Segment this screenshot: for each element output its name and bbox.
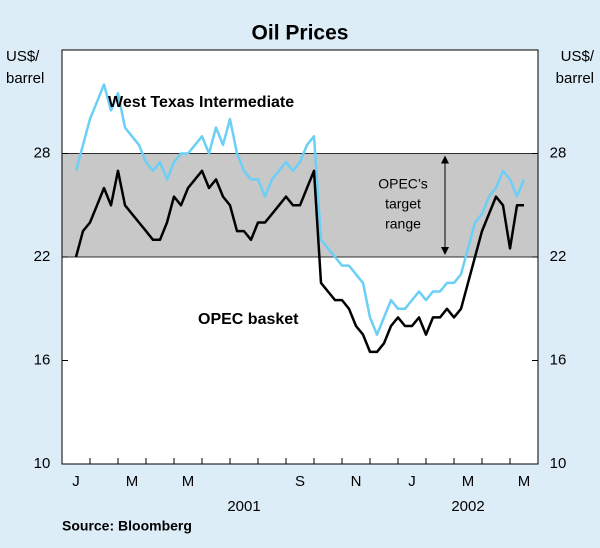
y2-tick-label: 16 [550,351,567,368]
series-line [74,169,524,354]
x-tick-label: N [351,473,362,490]
x-tick-label: S [295,473,305,490]
annotation: target [385,196,421,212]
chart-title: Oil Prices [252,22,349,45]
plot-frame [61,49,539,465]
y-axis-label: barrel [6,70,44,87]
year-label: 2001 [227,498,260,515]
series-label: OPEC basket [198,311,299,328]
y2-tick-label: 28 [550,144,567,161]
arrow-head [441,247,449,255]
y2-tick-label: 10 [550,455,567,472]
arrow-head [441,155,449,164]
year-label: 2002 [451,498,484,515]
x-tick-label: M [518,473,531,490]
y2-axis-label: barrel [556,70,594,87]
y-tick-label: 22 [34,248,51,265]
y2-axis-label: US$/ [561,48,595,65]
y-axis-label: US$/ [6,48,40,65]
x-tick-label: J [72,473,80,490]
x-tick-label: J [408,473,416,490]
annotation: OPEC’s [378,176,428,192]
y-tick-label: 10 [34,455,51,472]
series-label: West Texas Intermediate [108,94,294,111]
y-tick-label: 16 [34,351,51,368]
x-tick-label: M [182,473,195,490]
source: Source: Bloomberg [62,518,192,534]
x-tick-label: M [126,473,139,490]
annotation: range [385,216,421,232]
series-line [74,83,526,336]
y-tick-label: 28 [34,144,51,161]
x-tick-label: M [462,473,475,490]
y2-tick-label: 22 [550,248,567,265]
